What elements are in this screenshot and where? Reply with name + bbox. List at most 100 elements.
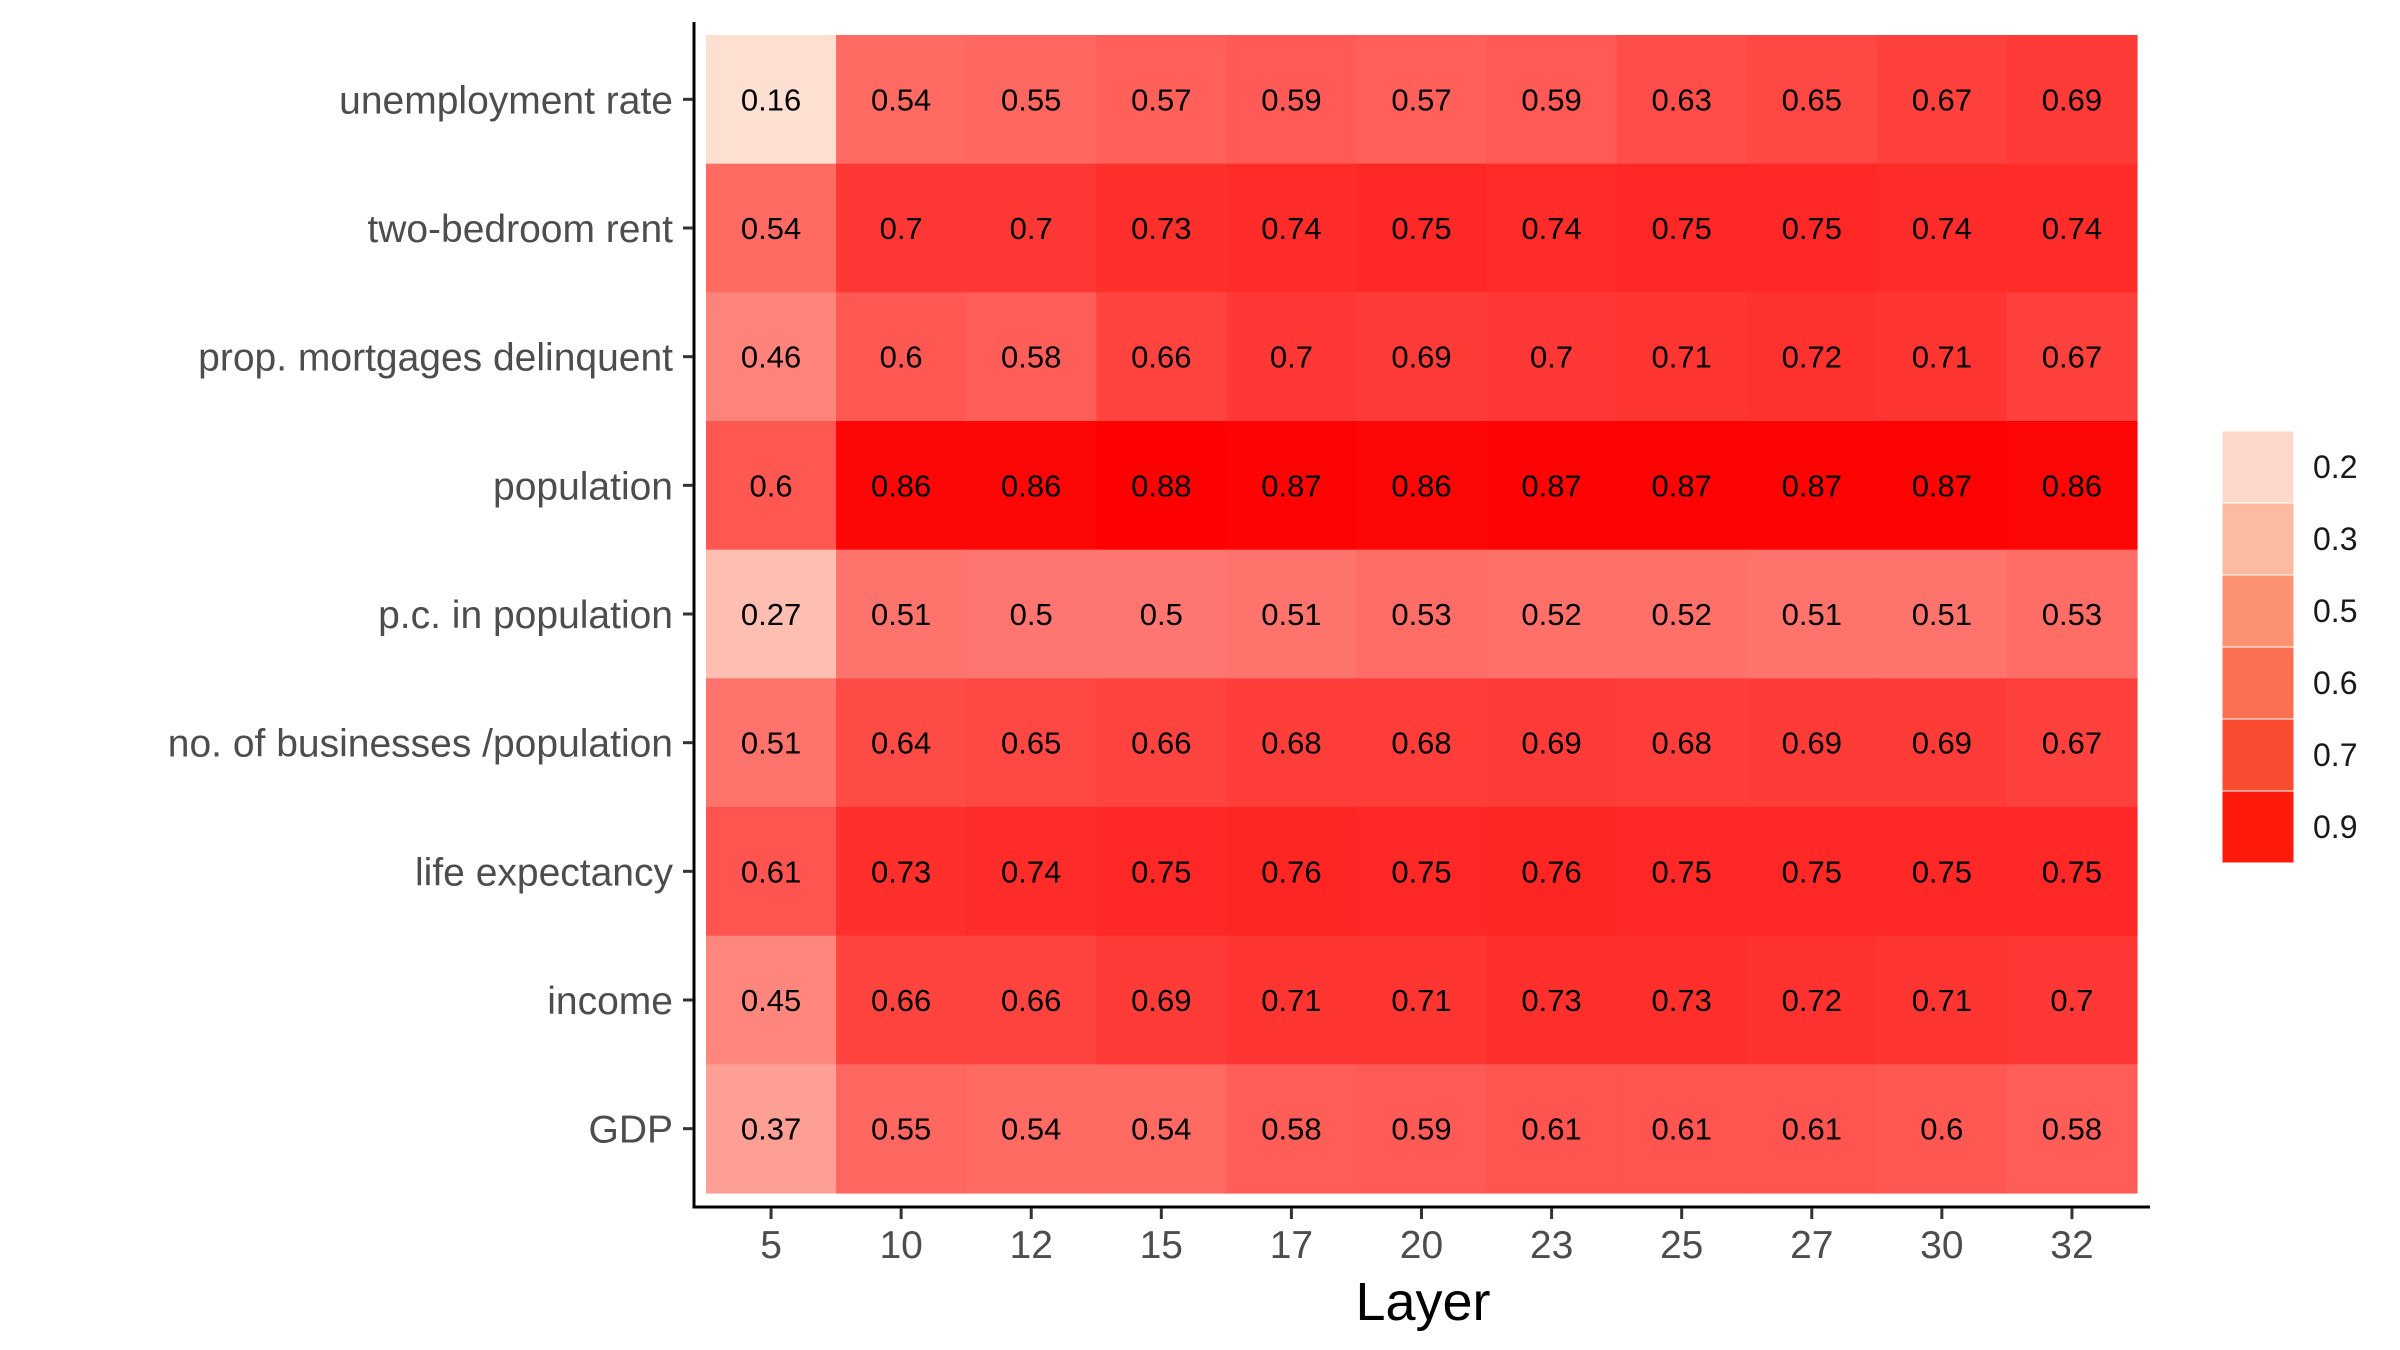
heatmap-cell-label: 0.59 xyxy=(1521,82,1581,117)
heatmap-cell-label: 0.51 xyxy=(871,597,931,632)
heatmap-cell-label: 0.86 xyxy=(871,468,931,503)
heatmap-cell xyxy=(1486,35,1618,165)
heatmap-cell-label: 0.61 xyxy=(741,854,801,889)
heatmap-cell xyxy=(1486,421,1618,551)
heatmap-cell-label: 0.61 xyxy=(1521,1112,1581,1147)
heatmap-cell-label: 0.66 xyxy=(1131,340,1191,375)
heatmap-cell xyxy=(1356,35,1488,165)
heatmap-cell xyxy=(1096,163,1227,293)
heatmap-cell xyxy=(1876,421,2008,551)
heatmap-cell xyxy=(1616,678,1748,808)
heatmap-cell xyxy=(1486,807,1618,937)
heatmap-cell-label: 0.73 xyxy=(871,854,931,889)
heatmap-cell xyxy=(836,549,967,679)
heatmap-cell xyxy=(1876,163,2008,293)
legend-label: 0.9 xyxy=(2313,809,2357,845)
heatmap-cell-label: 0.37 xyxy=(741,1112,801,1147)
heatmap-cell xyxy=(836,163,967,293)
heatmap-cell-label: 0.86 xyxy=(1391,468,1451,503)
heatmap-cell-label: 0.74 xyxy=(2042,211,2102,246)
heatmap-cell-label: 0.75 xyxy=(1131,854,1191,889)
heatmap-cell xyxy=(1096,35,1227,165)
heatmap-cell xyxy=(1226,35,1358,165)
heatmap-cell xyxy=(1486,163,1618,293)
heatmap-cell-label: 0.75 xyxy=(1912,854,1972,889)
heatmap-cell-label: 0.71 xyxy=(1391,983,1451,1018)
heatmap-cell xyxy=(1356,678,1488,808)
heatmap-cell xyxy=(966,549,1097,679)
heatmap-cell-label: 0.5 xyxy=(1140,597,1183,632)
heatmap-cell xyxy=(706,292,837,422)
heatmap-cell xyxy=(1616,292,1748,422)
heatmap-cell-label: 0.87 xyxy=(1261,468,1321,503)
heatmap-cell xyxy=(1746,807,1878,937)
heatmap-cell xyxy=(836,35,967,165)
heatmap-cell xyxy=(706,678,837,808)
heatmap-cell xyxy=(1746,292,1878,422)
heatmap-cell-label: 0.52 xyxy=(1521,597,1581,632)
legend-label: 0.5 xyxy=(2313,593,2357,629)
heatmap-cell-label: 0.46 xyxy=(741,340,801,375)
heatmap-cell-label: 0.66 xyxy=(871,983,931,1018)
heatmap-cell xyxy=(1876,935,2008,1065)
heatmap-cell xyxy=(1486,292,1618,422)
heatmap-cell-label: 0.76 xyxy=(1261,854,1321,889)
heatmap-cell-label: 0.67 xyxy=(2042,726,2102,761)
heatmap-cell xyxy=(1226,549,1358,679)
legend: 0.2 0.3 0.5 0.6 0.7 0.9 xyxy=(2221,430,2357,864)
heatmap-cell xyxy=(1356,935,1488,1065)
heatmap-cell xyxy=(966,1064,1097,1194)
heatmap-cell-label: 0.68 xyxy=(1261,726,1321,761)
heatmap-cell-label: 0.65 xyxy=(1001,726,1061,761)
y-axis-label: GDP xyxy=(588,1109,673,1152)
heatmap-cell-label: 0.69 xyxy=(1131,983,1191,1018)
heatmap-cell-label: 0.87 xyxy=(1782,468,1842,503)
heatmap-cell-label: 0.6 xyxy=(1920,1112,1963,1147)
heatmap-cell xyxy=(2006,935,2138,1065)
legend-swatch xyxy=(2221,574,2295,648)
heatmap-cell-label: 0.67 xyxy=(1912,82,1972,117)
heatmap-cell-label: 0.7 xyxy=(1010,211,1053,246)
heatmap-cell xyxy=(1746,935,1878,1065)
heatmap-cell-label: 0.64 xyxy=(871,726,931,761)
heatmap-cell-label: 0.7 xyxy=(1270,340,1313,375)
heatmap-cell-label: 0.54 xyxy=(1131,1112,1191,1147)
heatmap-cell xyxy=(966,807,1097,937)
heatmap-cell-labels: 0.16 0.54 0.55 0.57 0.59 0.57 0.59 0.63 0.65 0.67… xyxy=(741,82,2102,1146)
heatmap-cell xyxy=(1616,935,1748,1065)
heatmap-cell xyxy=(706,1064,837,1194)
heatmap-cell-label: 0.72 xyxy=(1782,340,1842,375)
y-axis-labels: unemployment rate two-bedroom rent prop. m… xyxy=(168,79,693,1152)
heatmap-cell xyxy=(1096,935,1227,1065)
heatmap-cell xyxy=(966,292,1097,422)
heatmap-cell-label: 0.52 xyxy=(1652,597,1712,632)
heatmap-cell xyxy=(1616,549,1748,679)
heatmap-cell xyxy=(706,549,837,679)
heatmap-cell xyxy=(2006,678,2138,808)
heatmap-cell-label: 0.74 xyxy=(1521,211,1581,246)
heatmap-cell xyxy=(1876,678,2008,808)
heatmap-cell-label: 0.55 xyxy=(871,1112,931,1147)
heatmap-cell xyxy=(1746,1064,1878,1194)
heatmap-cell xyxy=(1486,549,1618,679)
heatmap-cell-label: 0.54 xyxy=(871,82,931,117)
heatmap-cell-label: 0.5 xyxy=(1010,597,1053,632)
heatmap-cell-label: 0.87 xyxy=(1652,468,1712,503)
heatmap-cell-label: 0.75 xyxy=(1652,854,1712,889)
x-axis-title: Layer xyxy=(1355,1272,1490,1332)
heatmap-cell xyxy=(1096,807,1227,937)
heatmap-cell xyxy=(1486,935,1618,1065)
heatmap-cell-label: 0.53 xyxy=(1391,597,1451,632)
heatmap-cell-label: 0.71 xyxy=(1912,340,1972,375)
legend-label: 0.3 xyxy=(2313,521,2357,557)
heatmap-cell xyxy=(1746,678,1878,808)
axes xyxy=(692,22,2150,1209)
legend-label: 0.2 xyxy=(2313,449,2357,485)
y-axis-label: income xyxy=(547,980,673,1023)
heatmap-cell xyxy=(1486,1064,1618,1194)
heatmap-cell xyxy=(706,421,837,551)
x-axis-tick-label: 12 xyxy=(1010,1224,1053,1267)
legend-swatch xyxy=(2221,790,2295,864)
heatmap-cell-label: 0.71 xyxy=(1912,983,1972,1018)
